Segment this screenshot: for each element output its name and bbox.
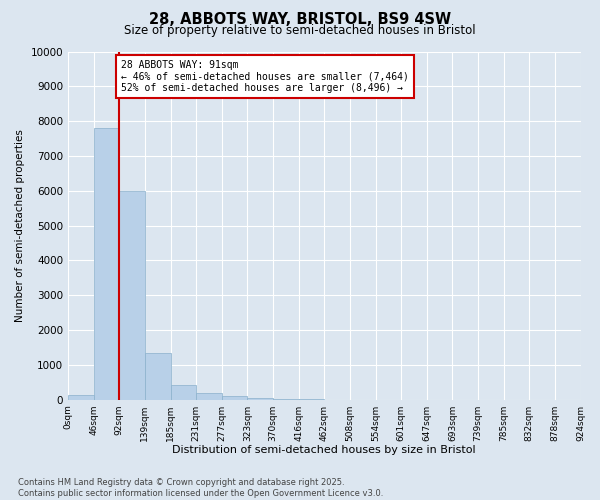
Y-axis label: Number of semi-detached properties: Number of semi-detached properties bbox=[15, 129, 25, 322]
Bar bbox=[222, 396, 247, 400]
Bar bbox=[68, 395, 94, 400]
Text: Contains HM Land Registry data © Crown copyright and database right 2025.
Contai: Contains HM Land Registry data © Crown c… bbox=[18, 478, 383, 498]
Bar bbox=[145, 352, 170, 400]
Text: 28, ABBOTS WAY, BRISTOL, BS9 4SW: 28, ABBOTS WAY, BRISTOL, BS9 4SW bbox=[149, 12, 451, 28]
Bar bbox=[94, 128, 119, 400]
Text: 28 ABBOTS WAY: 91sqm
← 46% of semi-detached houses are smaller (7,464)
52% of se: 28 ABBOTS WAY: 91sqm ← 46% of semi-detac… bbox=[121, 60, 409, 94]
Bar bbox=[119, 190, 145, 400]
Bar bbox=[170, 384, 196, 400]
X-axis label: Distribution of semi-detached houses by size in Bristol: Distribution of semi-detached houses by … bbox=[172, 445, 476, 455]
Bar bbox=[247, 398, 273, 400]
Bar bbox=[196, 393, 222, 400]
Text: Size of property relative to semi-detached houses in Bristol: Size of property relative to semi-detach… bbox=[124, 24, 476, 37]
